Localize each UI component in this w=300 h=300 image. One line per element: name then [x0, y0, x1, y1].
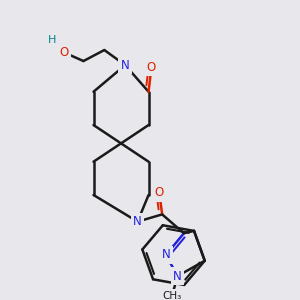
- Text: H: H: [47, 35, 56, 45]
- Text: CH₃: CH₃: [163, 291, 182, 300]
- Text: O: O: [59, 46, 68, 59]
- Text: N: N: [121, 58, 130, 72]
- Text: O: O: [147, 61, 156, 74]
- Text: N: N: [162, 248, 170, 261]
- Text: O: O: [154, 186, 164, 199]
- Text: N: N: [133, 215, 142, 228]
- Text: N: N: [173, 270, 182, 283]
